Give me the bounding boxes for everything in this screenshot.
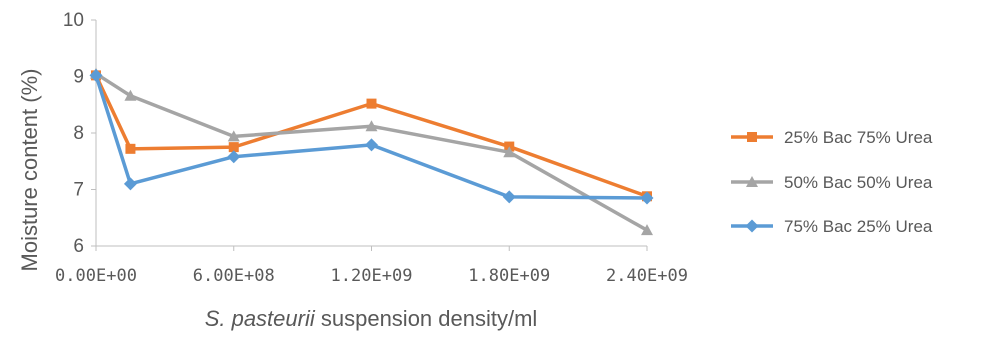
legend-marker	[747, 132, 757, 142]
chart-axes	[91, 19, 648, 251]
data-point	[366, 98, 377, 109]
series-3	[89, 68, 654, 205]
data-point	[641, 224, 653, 236]
data-point	[123, 177, 137, 191]
series-line	[95, 72, 648, 232]
y-tick-label: 7	[73, 180, 84, 201]
data-point	[227, 150, 241, 164]
legend: 25% Bac 75% Urea 50% Bac 50% Urea 75% Bac …	[731, 128, 933, 236]
series-line	[94, 74, 648, 200]
y-axis-title: Moisture content (%)	[17, 69, 42, 272]
x-axis-title: S. pasteurii suspension density/ml	[205, 306, 538, 331]
data-point	[227, 130, 240, 142]
y-tick-label: 10	[63, 10, 84, 31]
x-tick-label: 0.00E+00	[55, 266, 137, 286]
series-layer	[89, 67, 654, 236]
data-point	[502, 190, 516, 204]
legend-label: 50% Bac 50% Urea	[784, 173, 933, 192]
series-2	[90, 67, 653, 236]
legend-item-2: 50% Bac 50% Urea	[731, 173, 933, 192]
legend-item-3: 75% Bac 25% Urea	[731, 217, 933, 236]
data-point	[503, 146, 516, 158]
legend-marker	[745, 219, 759, 233]
series-1	[91, 70, 652, 202]
legend-item-1: 25% Bac 75% Urea	[731, 128, 933, 147]
data-point	[124, 89, 137, 101]
legend-marker	[746, 176, 758, 187]
data-point	[125, 143, 136, 154]
x-tick-label: 6.00E+08	[193, 266, 275, 286]
x-tick-label: 1.80E+09	[468, 266, 550, 286]
x-tick-label: 2.40E+09	[606, 266, 688, 286]
y-tick-label: 8	[73, 123, 84, 144]
legend-label: 75% Bac 25% Urea	[784, 217, 933, 236]
x-axis-title-rest: suspension density/ml	[315, 306, 538, 331]
legend-label: 25% Bac 75% Urea	[784, 128, 933, 147]
y-tick-label: 6	[73, 236, 84, 257]
tick-labels: 6 7 8 9 10 0.00E+00 6.00E+08 1.20E+09 1.80E+09 2.…	[55, 10, 688, 286]
x-axis-title-italic: S. pasteurii	[205, 306, 316, 331]
y-tick-label: 9	[73, 67, 84, 88]
x-tick-label: 1.20E+09	[331, 266, 413, 286]
data-point	[365, 120, 378, 132]
series-line	[94, 74, 648, 198]
data-point	[640, 191, 654, 205]
data-point	[228, 142, 239, 153]
data-point	[89, 68, 103, 82]
data-point	[365, 138, 378, 152]
